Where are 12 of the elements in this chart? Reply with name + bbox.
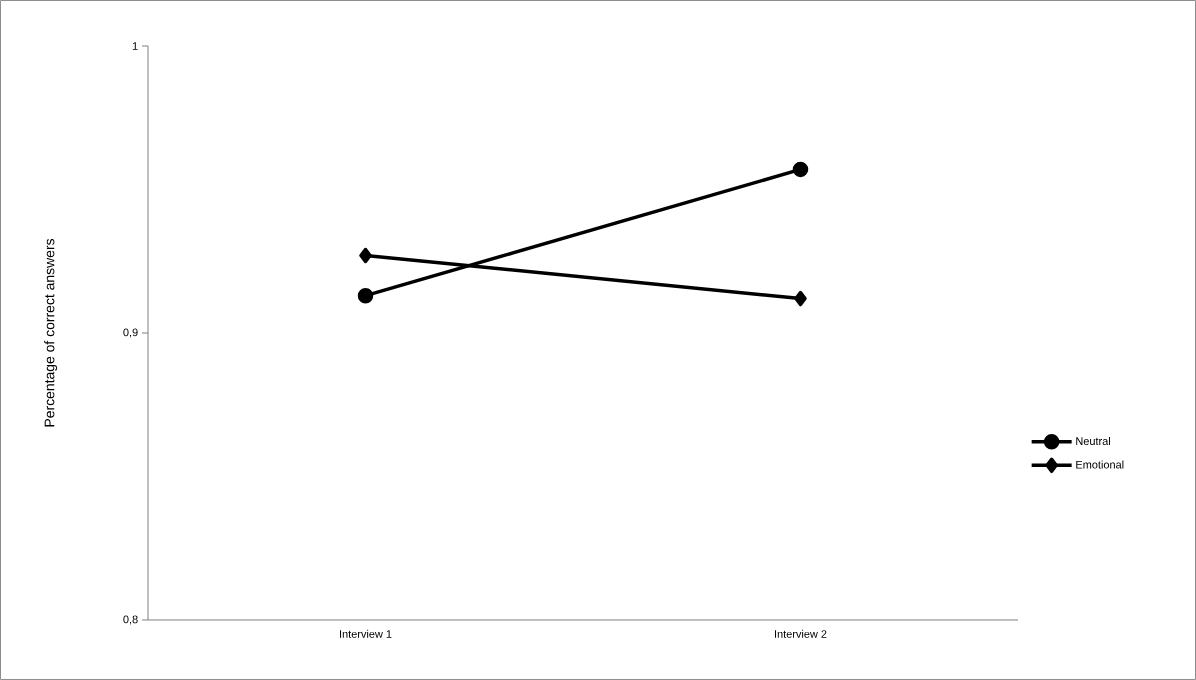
point bbox=[794, 290, 807, 307]
point bbox=[792, 161, 809, 178]
x-tick-label: Interview 1 bbox=[340, 629, 392, 638]
y-tick-label: 1 bbox=[132, 42, 138, 50]
point bbox=[357, 287, 374, 304]
y-axis-title: Percentage of correct answers bbox=[44, 238, 58, 427]
legend-label: Neutral bbox=[1076, 436, 1110, 445]
x-tick-label: Interview 2 bbox=[775, 629, 827, 638]
y-tick-label: 0,9 bbox=[123, 328, 138, 338]
point bbox=[359, 247, 372, 264]
legend-label: Emotional bbox=[1076, 460, 1124, 469]
y-tick-label: 0,8 bbox=[123, 615, 138, 625]
